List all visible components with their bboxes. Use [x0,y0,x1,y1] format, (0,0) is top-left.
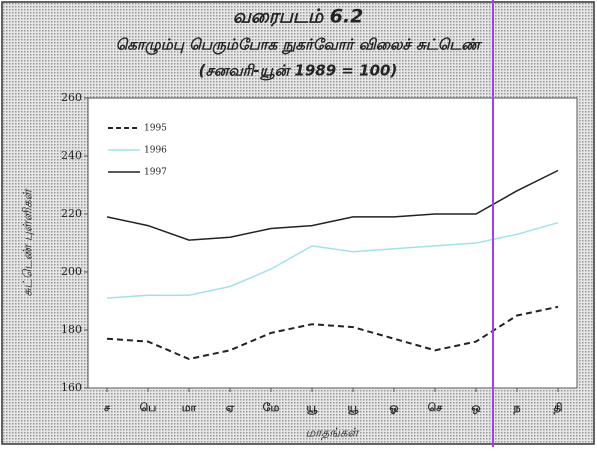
series-line [106,221,559,299]
x-tick-label: ச [104,401,111,414]
x-tick-label: ந [512,401,520,415]
x-tick-label: யூ [307,401,319,415]
x-tick-label: செ [428,401,444,414]
y-tick-label: 200 [61,265,82,278]
legend-label: 1995 [144,124,167,134]
plot-area [87,97,578,389]
y-tick-label: 260 [61,91,82,104]
chart-title: வரைபடம் 6.2 [233,6,364,28]
y-tick-label: 160 [61,381,82,394]
chart-note: (சனவரி-யூன் 1989 = 100) [199,62,398,81]
x-tick-label: யூ [348,401,360,415]
series-line [106,169,559,241]
x-tick-label: ஓ [389,401,398,414]
chart-subtitle: கொழும்பு பெரும்போக நுகர்வோர் விலைச் சுட்… [116,36,484,56]
y-tick-label: 220 [61,207,82,220]
legend-label: 1997 [144,168,167,178]
x-tick-label: ஒ [471,401,480,414]
legend-label: 1996 [144,146,167,156]
y-axis-label: சுட்டெண் புள்ளிகள் [21,187,35,296]
y-tick-label: 240 [61,149,82,162]
x-tick-label: தி [553,401,562,415]
x-tick-label: ஏ [226,401,235,414]
x-tick-label: மா [182,401,197,414]
series-line [106,305,559,361]
x-tick-label: மே [263,401,280,414]
x-axis-label: மாதங்கள் [306,426,361,441]
y-tick-label: 180 [61,323,82,336]
x-tick-label: பெ [140,401,157,414]
